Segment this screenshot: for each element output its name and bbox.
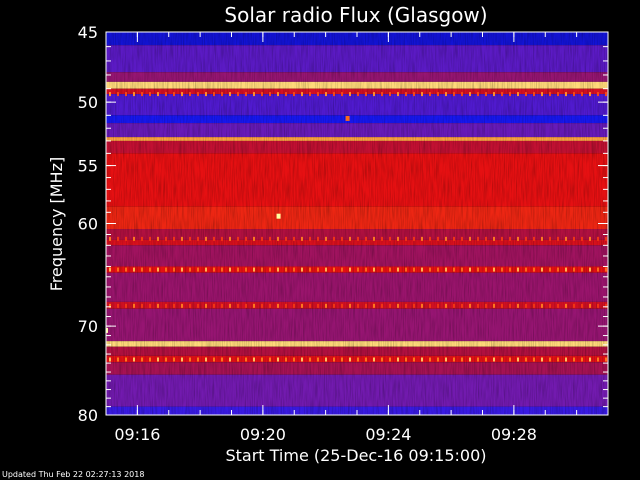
burst-spot-1 xyxy=(345,115,350,121)
y-tick-label-80: 80 xyxy=(78,406,98,425)
x-tick-label-09:28: 09:28 xyxy=(491,425,537,444)
x-tick-label-09:16: 09:16 xyxy=(114,425,160,444)
plot-area xyxy=(106,32,608,415)
dotted-row-1 xyxy=(109,236,607,241)
y-tick-label-70: 70 xyxy=(78,317,98,336)
dotted-row-4 xyxy=(109,357,607,362)
dotted-row-2 xyxy=(109,267,607,272)
chart-title: Solar radio Flux (Glasgow) xyxy=(224,3,487,27)
x-tick-label-09:20: 09:20 xyxy=(240,425,286,444)
x-axis: 09:16 09:20 09:24 09:28 xyxy=(105,32,609,444)
burst-spot-2 xyxy=(106,327,108,333)
dotted-row-3 xyxy=(109,303,607,308)
y-axis-label: Frequency [MHz] xyxy=(47,157,66,291)
x-axis-label: Start Time (25-Dec-16 09:15:00) xyxy=(225,446,486,465)
updated-timestamp: Updated Thu Feb 22 02:27:13 2018 xyxy=(2,470,145,479)
burst-spot-0 xyxy=(276,213,281,219)
y-tick-label-50: 50 xyxy=(78,93,98,112)
x-tick-label-09:24: 09:24 xyxy=(365,425,411,444)
y-axis: 45 50 55 60 70 80 xyxy=(78,23,608,425)
y-tick-label-55: 55 xyxy=(78,157,98,176)
y-tick-label-45: 45 xyxy=(78,23,98,42)
y-tick-label-60: 60 xyxy=(78,215,98,234)
dotted-row-0 xyxy=(109,92,607,97)
